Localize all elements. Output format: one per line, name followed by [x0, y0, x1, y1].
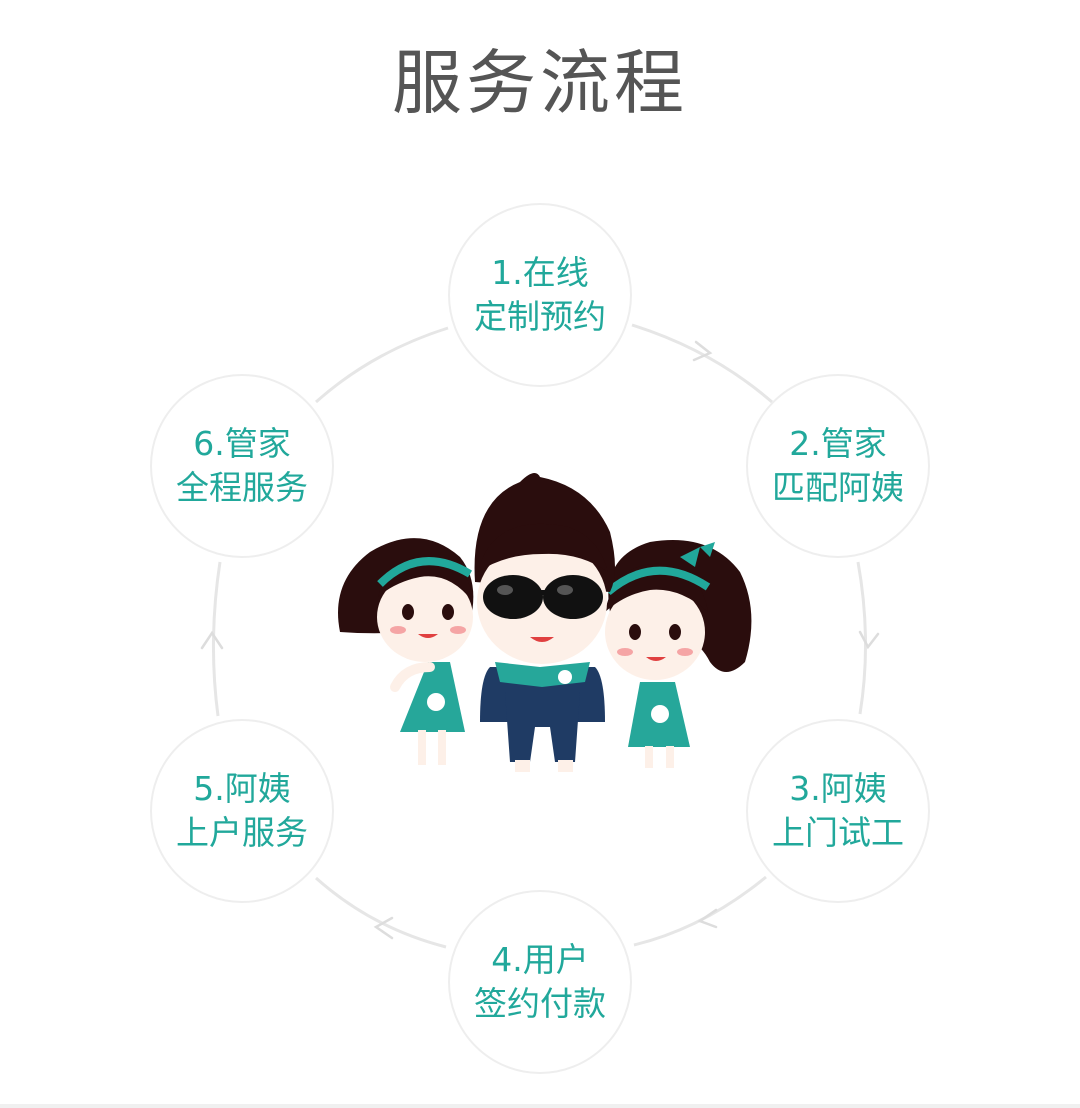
left-girl-mascot-icon — [338, 538, 474, 765]
bottom-divider — [0, 1104, 1080, 1108]
arrow-2-3-icon — [858, 630, 880, 650]
step-6-text: 全程服务 — [176, 468, 308, 507]
connector-5-6 — [211, 561, 222, 717]
arrow-3-4-icon — [697, 908, 718, 929]
step-5-text: 上户服务 — [176, 813, 308, 852]
right-girl-mascot-icon — [605, 540, 752, 768]
step-3-text: 上门试工 — [772, 813, 904, 852]
connector-6-1 — [315, 326, 449, 404]
connector-4-5 — [315, 876, 447, 949]
step-3-number-label: 3.阿姨 — [789, 769, 887, 808]
connector-1-2 — [631, 323, 773, 404]
center-boy-mascot-icon — [474, 473, 615, 772]
step-1-circle: 1.在线 定制预约 — [448, 203, 632, 387]
page-title: 服务流程 — [392, 42, 688, 124]
step-6-number-label: 6.管家 — [193, 424, 291, 463]
step-2-circle: 2.管家 匹配阿姨 — [746, 374, 930, 558]
step-5-number-label: 5.阿姨 — [193, 769, 291, 808]
arrow-1-2-icon — [692, 340, 713, 362]
connector-2-3 — [856, 561, 868, 715]
step-2-text: 匹配阿姨 — [772, 468, 904, 507]
step-2-number-label: 2.管家 — [789, 424, 887, 463]
step-6-circle: 6.管家 全程服务 — [150, 374, 334, 558]
step-1-text: 定制预约 — [474, 297, 606, 336]
step-3-circle: 3.阿姨 上门试工 — [746, 719, 930, 903]
step-4-text: 签约付款 — [474, 984, 606, 1023]
step-1-number-label: 1.在线 — [491, 253, 589, 292]
mascots-illustration — [338, 473, 752, 772]
arrow-5-6-icon — [200, 630, 224, 650]
step-4-number-label: 4.用户 — [491, 940, 589, 979]
connector-3-4 — [633, 875, 767, 947]
arrow-4-5-icon — [373, 916, 394, 940]
step-4-circle: 4.用户 签约付款 — [448, 890, 632, 1074]
step-5-circle: 5.阿姨 上户服务 — [150, 719, 334, 903]
